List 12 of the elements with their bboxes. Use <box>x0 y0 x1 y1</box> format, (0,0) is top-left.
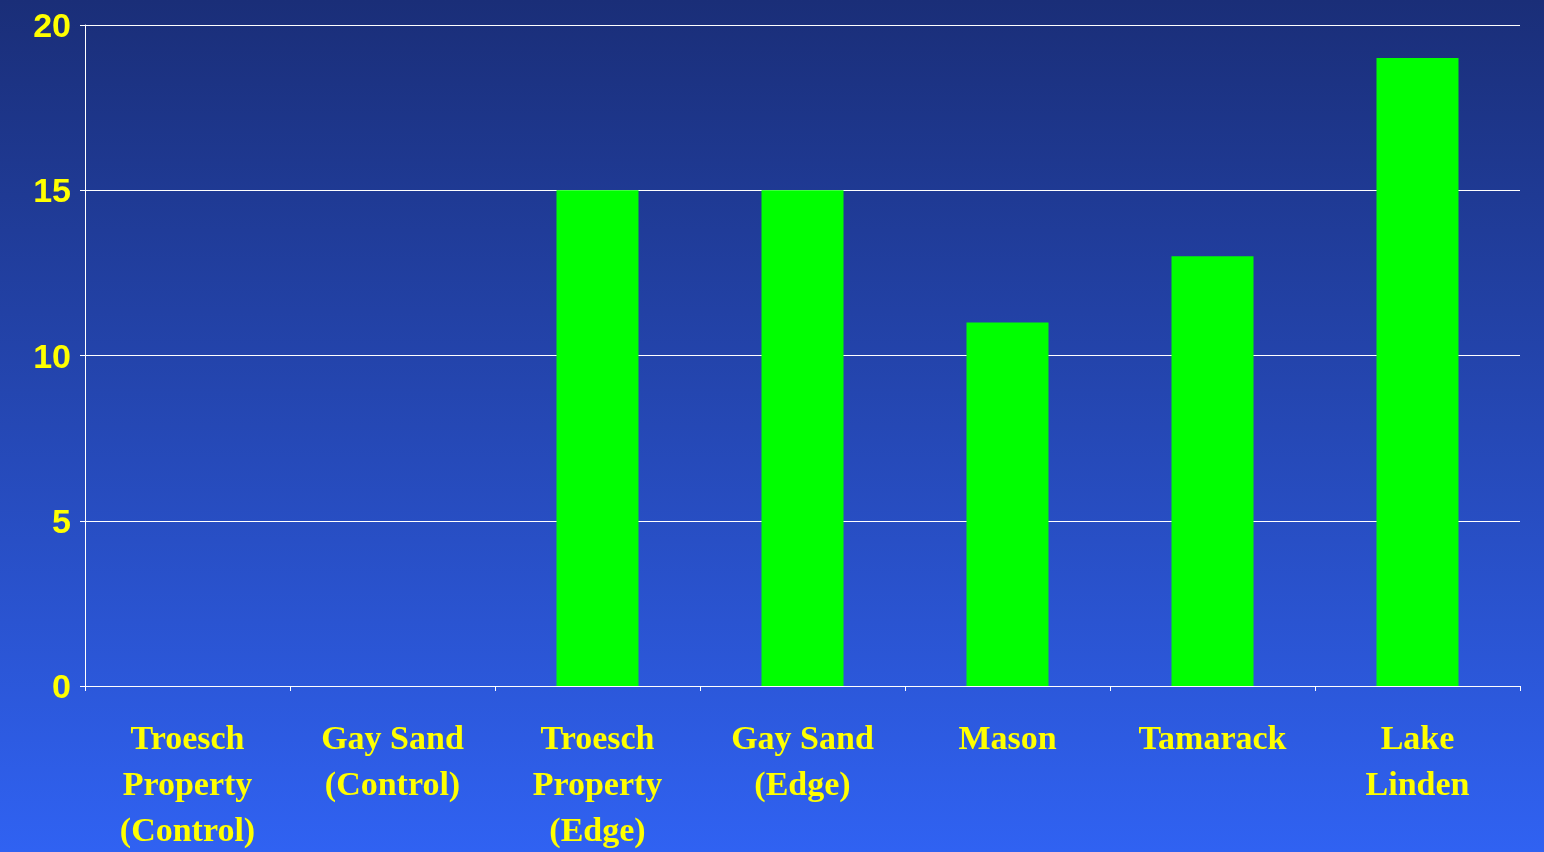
x-tick-label: Tamarack <box>1138 718 1287 756</box>
y-tick-label: 15 <box>33 171 71 210</box>
y-tick-label: 5 <box>52 501 71 540</box>
x-tick-label: Troesch Property (Edge) <box>532 718 663 849</box>
x-tick-label: Troesch Property (Control) <box>119 718 256 849</box>
x-tick-label: Lake Linden <box>1365 718 1470 802</box>
y-tick-label: 0 <box>52 667 71 705</box>
x-tick-label: Gay Sand (Edge) <box>731 718 874 803</box>
x-tick-label: Mason <box>958 718 1057 756</box>
y-tick-label: 20 <box>33 6 71 44</box>
x-tick-label: Gay Sand (Control) <box>321 718 464 803</box>
y-tick-label: 10 <box>33 336 71 375</box>
